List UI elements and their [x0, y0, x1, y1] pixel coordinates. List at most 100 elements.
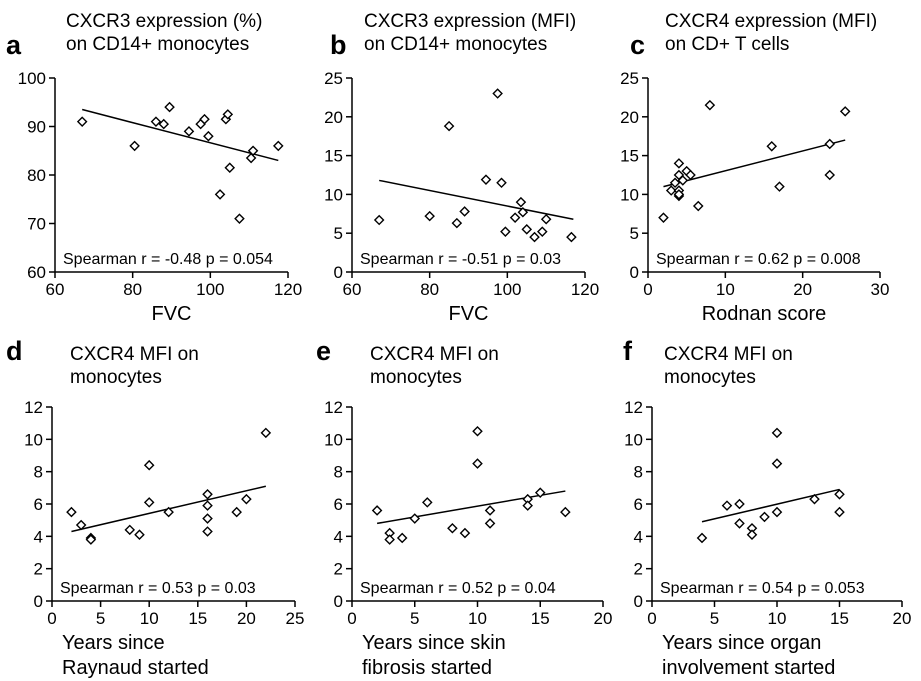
y-tick-label: 6 [334, 495, 343, 514]
y-tick-label: 12 [324, 398, 343, 417]
data-point [202, 513, 213, 524]
regression-line [376, 490, 566, 525]
data-point [685, 169, 696, 181]
chart-title-line: on CD14+ monocytes [364, 34, 547, 55]
data-point [771, 506, 783, 518]
data-point [143, 497, 155, 508]
y-tick-label: 12 [24, 398, 43, 417]
y-tick-label: 25 [620, 69, 639, 88]
data-point [500, 226, 511, 237]
data-point [677, 175, 689, 186]
x-tick-label: 80 [420, 280, 439, 299]
data-point [540, 213, 552, 225]
data-point [734, 518, 745, 529]
data-point [673, 189, 685, 200]
data-point [673, 158, 685, 169]
data-point [665, 185, 677, 196]
x-tick-label: 5 [710, 609, 719, 628]
y-tick-label: 10 [324, 185, 343, 204]
data-point [472, 425, 483, 437]
x-tick-label: 15 [531, 609, 550, 628]
data-point [451, 217, 463, 229]
panel-letter: f [623, 336, 633, 366]
x-tick-label: 80 [123, 280, 142, 299]
data-point [443, 120, 455, 132]
chart-title-line: CXCR3 expression (MFI) [364, 11, 576, 32]
data-point [774, 181, 785, 192]
chart-title-line: monocytes [370, 367, 462, 388]
y-tick-label: 2 [34, 560, 43, 579]
chart-title-line: CXCR3 expression (%) [66, 11, 262, 32]
chart-title-line: on CD14+ monocytes [66, 34, 249, 55]
panel-c: c CXCR4 expression (MFI)on CD+ T cells 0 5 1… [620, 11, 889, 325]
y-tick-label: 8 [34, 463, 43, 482]
y-tick-label: 8 [634, 463, 643, 482]
x-tick-label: 10 [468, 609, 487, 628]
x-axis-label: fibrosis started [362, 657, 492, 679]
x-tick-label: 10 [716, 280, 735, 299]
y-tick-label: 4 [34, 527, 43, 546]
x-tick-label: 30 [871, 280, 890, 299]
y-tick-label: 0 [334, 592, 343, 611]
x-tick-label: 15 [830, 609, 849, 628]
data-point [696, 532, 708, 544]
y-tick-label: 0 [630, 263, 639, 282]
data-point [76, 116, 88, 127]
x-tick-label: 20 [793, 280, 812, 299]
chart-title-line: CXCR4 expression (MFI) [665, 11, 877, 32]
chart-title-line: monocytes [70, 367, 162, 388]
panel-letter: c [630, 30, 645, 60]
regression-line [379, 179, 574, 220]
data-point [566, 231, 577, 243]
data-point [202, 489, 213, 500]
x-tick-label: 20 [893, 609, 912, 628]
data-point [517, 206, 529, 218]
data-point [480, 174, 492, 185]
data-point [422, 497, 433, 508]
data-point [202, 500, 213, 511]
y-tick-label: 10 [324, 430, 343, 449]
data-point [560, 506, 571, 518]
data-point [183, 126, 195, 137]
data-point [143, 459, 155, 471]
data-point [746, 529, 758, 541]
regression-line [81, 108, 279, 162]
data-point [245, 152, 257, 164]
data-point [484, 518, 496, 529]
data-point [231, 506, 242, 518]
data-point [459, 527, 471, 539]
x-tick-label: 100 [196, 280, 224, 299]
data-point [260, 427, 272, 439]
y-tick-label: 25 [324, 69, 343, 88]
x-tick-label: 5 [96, 609, 105, 628]
x-tick-label: 0 [347, 609, 356, 628]
data-point [373, 214, 385, 226]
y-tick-label: 2 [334, 560, 343, 579]
data-point [521, 224, 533, 235]
y-tick-label: 10 [24, 430, 43, 449]
data-point [824, 138, 836, 150]
x-tick-label: 120 [274, 280, 302, 299]
chart-title-line: CXCR4 MFI on [70, 344, 199, 365]
data-point [150, 116, 162, 127]
x-tick-label: 10 [768, 609, 787, 628]
x-tick-label: 0 [47, 609, 56, 628]
data-point [766, 140, 778, 152]
y-tick-label: 70 [27, 215, 46, 234]
data-point [247, 145, 259, 157]
x-tick-label: 10 [140, 609, 159, 628]
x-tick-label: 120 [571, 280, 599, 299]
panel-a: a CXCR3 expression (%)on CD14+ monocytes 6… [6, 11, 302, 325]
data-point [834, 506, 845, 518]
spearman-annotation: Spearman r = -0.48 p = 0.054 [63, 251, 273, 268]
data-point [534, 487, 546, 498]
x-tick-label: 5 [410, 609, 419, 628]
y-tick-label: 0 [34, 592, 43, 611]
x-tick-label: 20 [237, 609, 256, 628]
data-point [214, 189, 226, 200]
data-point [658, 212, 669, 223]
y-tick-label: 6 [34, 495, 43, 514]
data-point [222, 109, 234, 120]
